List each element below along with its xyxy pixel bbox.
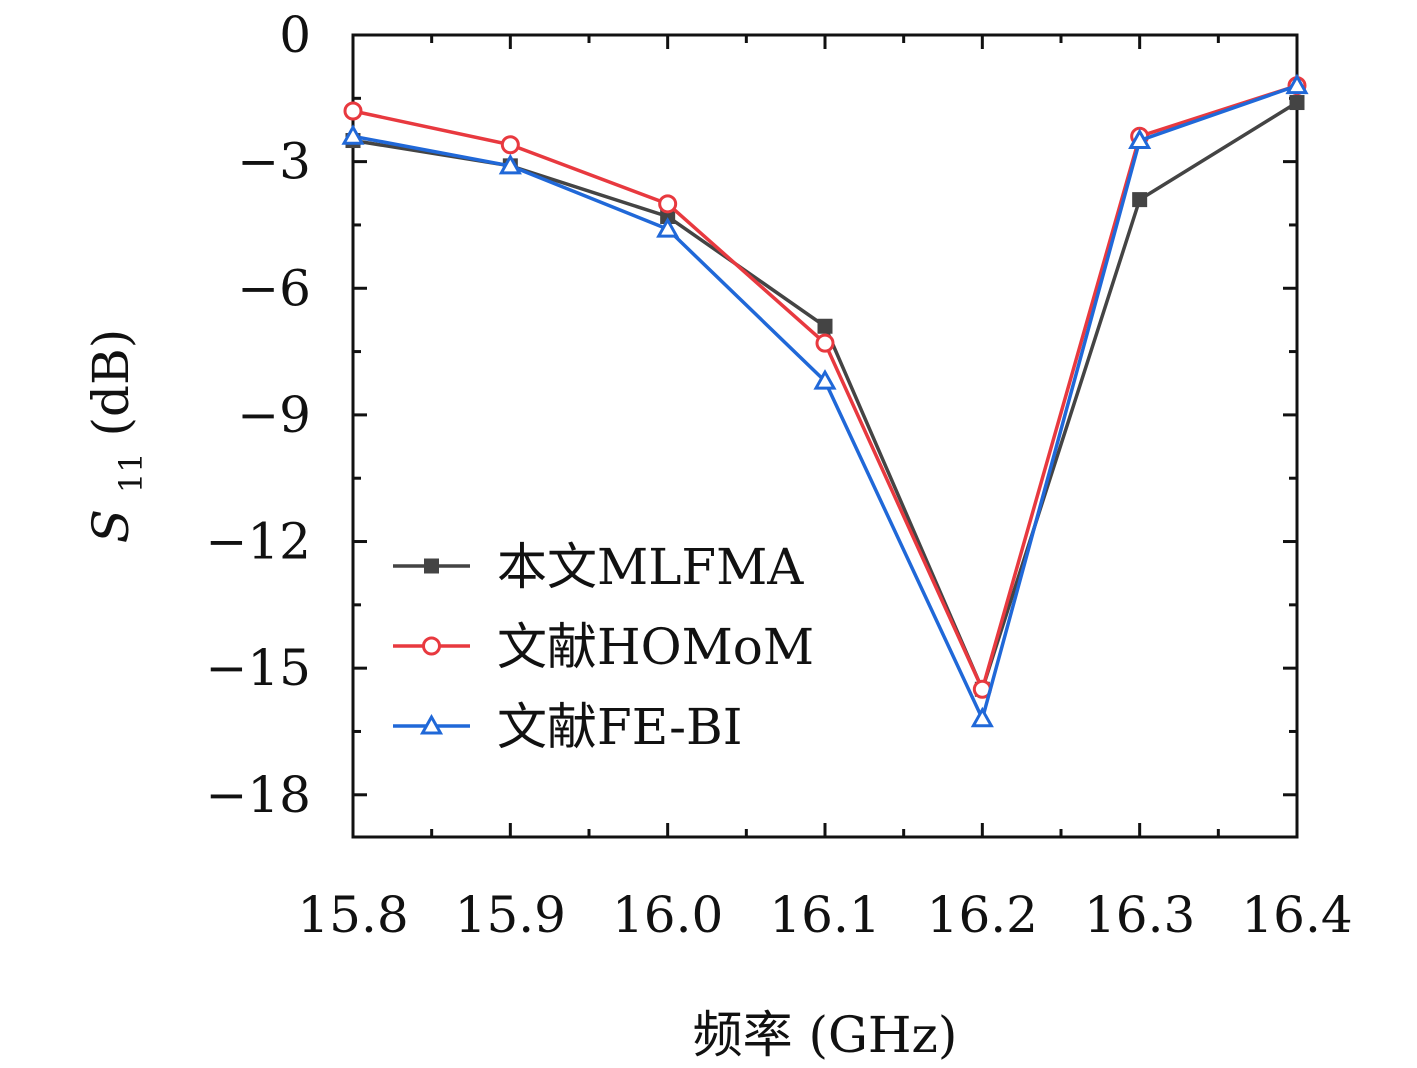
data-point xyxy=(498,153,522,175)
y-axis-title-main: S xyxy=(82,509,140,543)
x-tick-label: 15.9 xyxy=(455,886,566,944)
y-axis-title: S 11 (dB) xyxy=(82,329,154,544)
y-tick-label: −3 xyxy=(237,133,311,191)
data-point xyxy=(970,706,994,728)
x-tick-label: 15.8 xyxy=(297,886,408,944)
data-point xyxy=(1132,192,1148,208)
minor-ticks xyxy=(353,35,1297,837)
legend: 本文MLFMA 文献HOMoM 文献FE-BI xyxy=(393,538,814,756)
y-tick-label: −12 xyxy=(205,513,311,571)
data-point xyxy=(813,369,837,390)
x-tick-labels: 15.8 15.9 16.0 16.1 16.2 16.3 16.4 xyxy=(297,886,1352,944)
legend-item: 本文MLFMA xyxy=(393,538,804,596)
series-group xyxy=(345,95,1305,697)
legend-label: 文献HOMoM xyxy=(497,618,814,676)
data-point xyxy=(817,318,833,334)
y-tick-label: −18 xyxy=(205,766,311,824)
legend-marker xyxy=(424,558,439,574)
legend-marker xyxy=(422,636,441,656)
data-point xyxy=(1285,73,1309,95)
data-point xyxy=(1289,95,1305,111)
plot-frame xyxy=(351,33,1299,839)
x-tick-label: 16.2 xyxy=(927,886,1038,944)
y-axis-title-unit: (dB) xyxy=(82,329,140,437)
data-point xyxy=(500,135,520,155)
data-point xyxy=(656,217,680,238)
legend-marker xyxy=(419,713,444,735)
series-layer xyxy=(341,73,1309,728)
y-tick-label: −6 xyxy=(237,259,311,317)
legend-label: 本文MLFMA xyxy=(497,538,804,596)
x-tick-label: 16.4 xyxy=(1241,886,1352,944)
data-point xyxy=(343,101,363,121)
x-tick-label: 16.1 xyxy=(769,886,880,944)
series-group xyxy=(341,73,1309,728)
y-tick-label: −15 xyxy=(205,639,311,697)
y-tick-label: 0 xyxy=(279,6,311,64)
x-tick-label: 16.3 xyxy=(1084,886,1195,944)
x-tick-label: 16.0 xyxy=(612,886,723,944)
data-point xyxy=(658,194,678,214)
data-point xyxy=(341,124,365,145)
legend-label: 文献FE-BI xyxy=(497,698,743,756)
y-tick-label: −9 xyxy=(237,386,311,444)
x-axis-title: 频率 (GHz) xyxy=(693,1006,958,1064)
legend-item: 文献FE-BI xyxy=(393,698,743,756)
y-axis-title-sub: 11 xyxy=(112,452,150,493)
data-point xyxy=(815,333,835,353)
series-line xyxy=(352,101,1298,692)
major-ticks xyxy=(351,33,1299,837)
series-line xyxy=(352,84,1298,721)
y-tick-labels: 0 −3 −6 −9 −12 −15 −18 xyxy=(205,6,311,824)
legend-item: 文献HOMoM xyxy=(393,618,814,676)
data-point xyxy=(1128,128,1152,150)
svg-text:S 11 (dB): S 11 (dB) xyxy=(82,329,154,544)
